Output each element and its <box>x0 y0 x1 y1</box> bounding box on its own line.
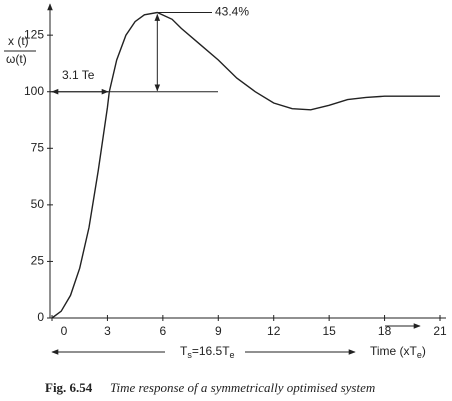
x-tick-label: 21 <box>433 324 447 338</box>
y-tick-label: 100 <box>24 84 44 98</box>
line <box>51 11 440 319</box>
y-tick-label: 125 <box>24 27 44 41</box>
annotation-part: T <box>180 344 188 358</box>
y-label: x (t) <box>8 34 29 48</box>
y-label: ω(t) <box>6 52 27 66</box>
y-tick-label: 50 <box>31 197 45 211</box>
x-tick-label: 0 <box>61 324 68 338</box>
x-tick-label: 12 <box>267 324 281 338</box>
annotation-part: =16.5T <box>192 344 230 358</box>
annotation-part: ) <box>422 344 426 358</box>
annotation-part: e <box>230 350 235 360</box>
caption-number: Fig. 6.54 <box>45 380 93 395</box>
caption-text: Time response of a symmetrically optimis… <box>110 380 375 395</box>
annotation: 43.4% <box>215 5 249 19</box>
x-tick-label: 3 <box>104 324 111 338</box>
annotation: 3.1 Te <box>62 68 95 82</box>
annotation-part: e <box>417 350 422 360</box>
annotation: Ts=16.5Te <box>180 344 235 360</box>
x-tick-label: 15 <box>322 324 336 338</box>
annotation: Time (xTe) <box>370 344 426 360</box>
x-tick-label: 9 <box>215 324 222 338</box>
y-tick-label: 0 <box>37 310 44 324</box>
y-tick-label: 75 <box>31 140 45 154</box>
x-tick-label: 18 <box>378 324 392 338</box>
annotation-part: Time (xT <box>370 344 418 358</box>
x-tick-label: 6 <box>160 324 167 338</box>
annotation-part: s <box>187 350 192 360</box>
y-tick-label: 25 <box>31 254 45 268</box>
